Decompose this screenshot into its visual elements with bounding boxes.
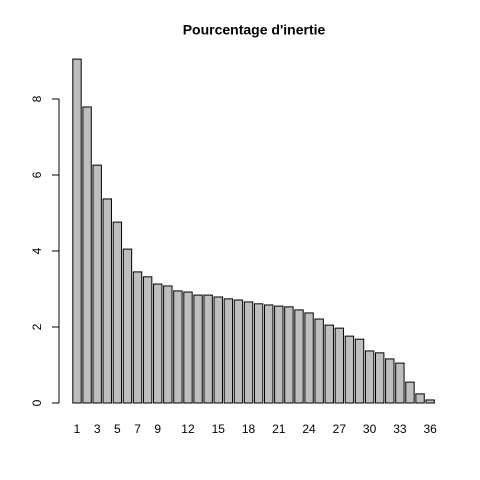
bar [385,358,395,404]
x-tick-label: 27 [333,422,347,436]
x-tick-label: 1 [74,422,81,436]
bar [415,393,425,404]
bar [163,285,173,404]
bar [153,283,163,404]
bar [354,338,365,404]
x-tick-label: 3 [94,422,101,436]
bar [294,309,304,404]
bar [334,327,345,404]
bar [243,301,254,404]
bar [264,304,274,404]
x-tick-label: 7 [134,422,141,436]
y-tick-label: 8 [30,95,44,102]
bar [223,298,234,404]
y-tick-label: 0 [30,399,44,406]
x-tick-label: 9 [154,422,161,436]
bar [92,164,102,404]
bar [364,350,375,404]
bar [173,290,183,404]
bar [304,312,314,404]
x-tick-label: 24 [302,422,316,436]
bar [324,324,334,404]
bar [375,352,385,404]
bar [284,306,294,404]
bar [72,58,82,404]
bar [122,248,133,404]
bar [253,303,264,404]
chart-title: Pourcentage d'inertie [183,22,326,38]
bar [82,106,92,404]
bar [112,221,123,404]
x-tick-label: 18 [242,422,256,436]
bar [193,294,203,404]
bar [405,381,415,404]
bar [203,294,213,404]
bar [395,362,405,404]
bar [314,318,324,404]
x-tick-label: 15 [212,422,226,436]
bar [425,399,435,404]
bar [233,299,244,404]
x-tick-label: 12 [181,422,195,436]
x-tick-label: 33 [393,422,407,436]
x-tick-label: 36 [423,422,437,436]
bar [142,276,153,404]
bar [102,198,112,404]
bar [132,271,143,404]
x-tick-label: 30 [363,422,377,436]
bar [274,305,284,404]
bar [183,291,193,404]
y-tick-label: 6 [30,171,44,178]
x-tick-label: 21 [272,422,286,436]
bar [213,296,223,404]
y-tick-label: 2 [30,323,44,330]
x-tick-label: 5 [114,422,121,436]
y-tick-label: 4 [30,247,44,254]
bar [344,335,355,404]
